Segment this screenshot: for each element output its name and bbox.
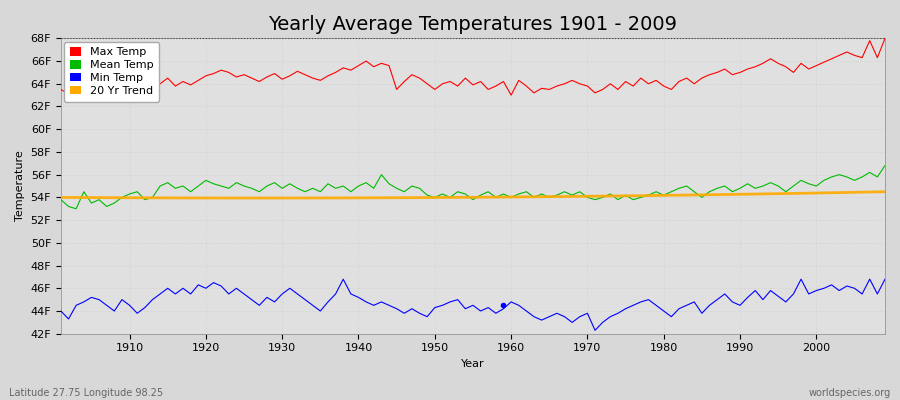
Text: Latitude 27.75 Longitude 98.25: Latitude 27.75 Longitude 98.25 xyxy=(9,388,163,398)
X-axis label: Year: Year xyxy=(461,359,485,369)
Legend: Max Temp, Mean Temp, Min Temp, 20 Yr Trend: Max Temp, Mean Temp, Min Temp, 20 Yr Tre… xyxy=(64,42,159,102)
Text: worldspecies.org: worldspecies.org xyxy=(809,388,891,398)
Title: Yearly Average Temperatures 1901 - 2009: Yearly Average Temperatures 1901 - 2009 xyxy=(268,15,678,34)
Y-axis label: Temperature: Temperature xyxy=(15,151,25,222)
